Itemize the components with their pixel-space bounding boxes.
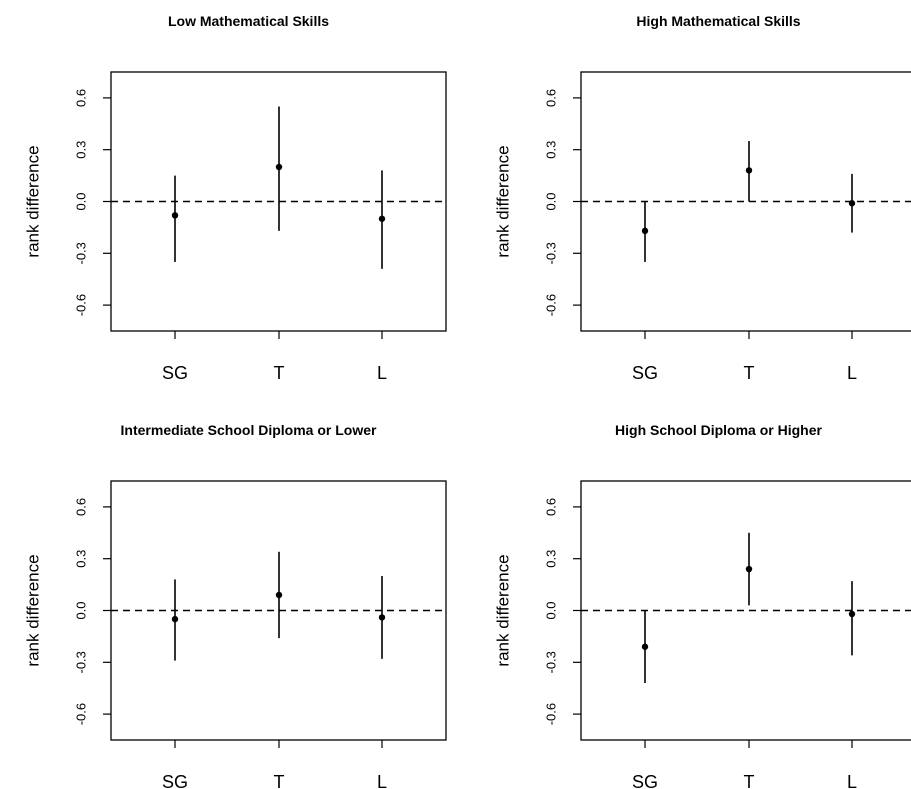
x-tick-label: T: [274, 772, 285, 789]
y-tick-label: 0.0: [544, 601, 559, 619]
y-tick-label: -0.6: [74, 703, 89, 725]
x-tick-label: L: [377, 363, 387, 383]
y-axis-label: rank difference: [24, 554, 43, 666]
point-estimate: [275, 163, 283, 171]
panel-2: High Mathematical Skills -0.6 -0.3 0.0 0.3 0.…: [494, 13, 911, 383]
y-tick-label: 0.3: [74, 550, 89, 568]
y-tick-label: 0.6: [74, 89, 89, 107]
x-tick-label: SG: [632, 772, 658, 789]
x-tick-label: SG: [162, 772, 188, 789]
y-tick-label: -0.6: [544, 294, 559, 316]
y-tick-label: 0.3: [544, 550, 559, 568]
y-tick-label: -0.3: [74, 242, 89, 264]
y-tick-label: -0.3: [544, 651, 559, 673]
y-tick-label: 0.6: [544, 498, 559, 516]
y-tick-label: -0.6: [74, 294, 89, 316]
y-tick-label: -0.3: [74, 651, 89, 673]
y-tick-label: -0.3: [544, 242, 559, 264]
x-tick-label: L: [847, 772, 857, 789]
panel-4: High School Diploma or Higher -0.6 -0.3 0.0…: [494, 422, 911, 789]
panel-title: High Mathematical Skills: [636, 13, 800, 29]
point-estimate: [275, 591, 283, 599]
point-estimate: [378, 215, 386, 222]
panel-1: Low Mathematical Skills -0.6 -0.3 0.0 0.3 0.6…: [24, 13, 447, 383]
x-tick-label: SG: [162, 363, 188, 383]
y-tick-label: 0.0: [74, 601, 89, 619]
panel-title: Intermediate School Diploma or Lower: [121, 422, 377, 438]
y-tick-label: 0.0: [74, 192, 89, 210]
point-estimate: [171, 212, 179, 219]
y-axis-label: rank difference: [494, 554, 513, 666]
y-tick-label: 0.6: [74, 498, 89, 516]
x-tick-label: L: [377, 772, 387, 789]
y-tick-label: 0.6: [544, 89, 559, 107]
x-tick-label: T: [274, 363, 285, 383]
y-axis-label: rank difference: [24, 145, 43, 257]
panel-title: High School Diploma or Higher: [615, 422, 822, 438]
point-estimate: [848, 610, 856, 618]
point-estimate: [745, 167, 753, 174]
y-tick-label: -0.6: [544, 703, 559, 725]
point-estimate: [378, 614, 386, 621]
panel-3: Intermediate School Diploma or Lower -0.6…: [24, 422, 447, 789]
y-axis-label: rank difference: [494, 145, 513, 257]
y-tick-label: 0.0: [544, 192, 559, 210]
x-tick-label: T: [744, 772, 755, 789]
point-estimate: [745, 565, 753, 573]
y-tick-label: 0.3: [74, 141, 89, 159]
point-estimate: [641, 643, 649, 650]
x-tick-label: T: [744, 363, 755, 383]
point-estimate: [171, 615, 179, 623]
y-tick-label: 0.3: [544, 141, 559, 159]
panel-title: Low Mathematical Skills: [168, 13, 329, 29]
x-tick-label: L: [847, 363, 857, 383]
point-estimate: [641, 227, 649, 235]
point-estimate: [848, 200, 856, 207]
x-tick-label: SG: [632, 363, 658, 383]
